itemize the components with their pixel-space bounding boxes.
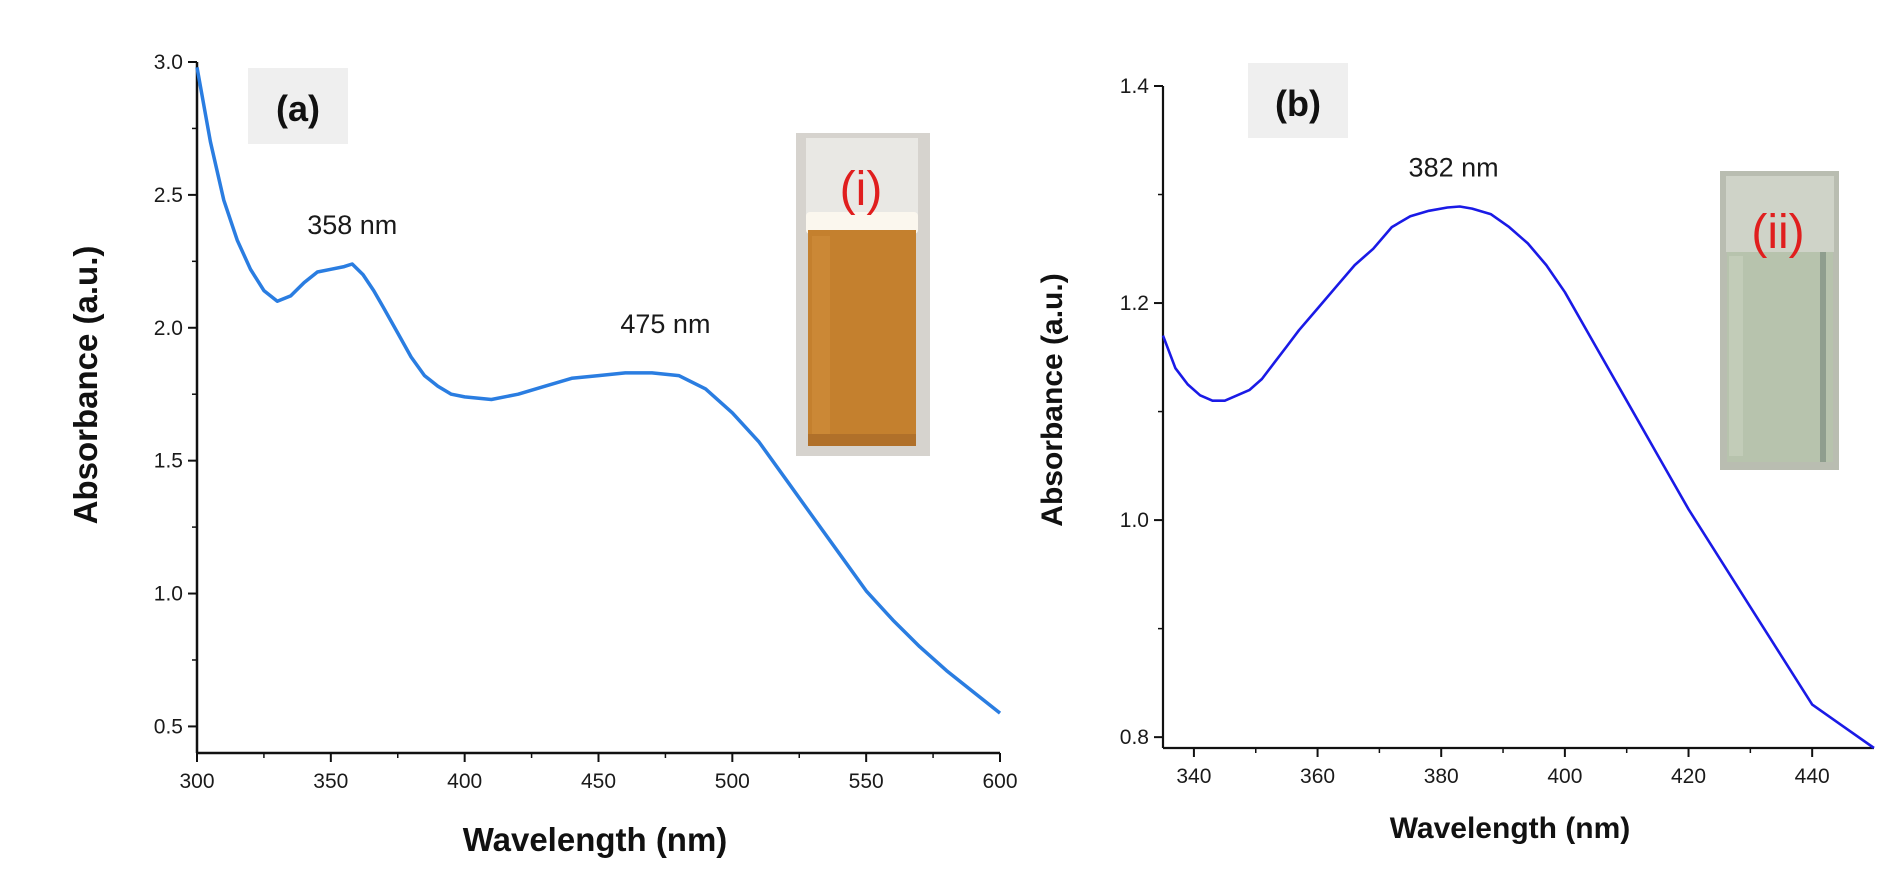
x-tick-label-b: 440 bbox=[1795, 765, 1830, 788]
y-tick-label-a: 2.0 bbox=[154, 317, 183, 340]
x-tick-label-a: 350 bbox=[313, 770, 348, 793]
series-line-a bbox=[195, 66, 1002, 715]
panel-a-tag: (a) bbox=[276, 88, 320, 129]
cuvette-inset-a bbox=[796, 133, 930, 456]
x-tick-label-a: 600 bbox=[982, 770, 1017, 793]
y-tick-label-b: 1.4 bbox=[1120, 75, 1150, 98]
panel-b: (b) (ii) 340 360 380 400 420 4400.81.01.21.4 … bbox=[1036, 63, 1875, 845]
x-axis-title-b: Wavelength (nm) bbox=[1390, 812, 1631, 845]
x-tick-label-a: 450 bbox=[581, 770, 616, 793]
x-tick-label-a: 550 bbox=[849, 770, 884, 793]
y-axis-title-a: Absorbance (a.u.) bbox=[67, 246, 104, 525]
panel-b-tag: (b) bbox=[1275, 83, 1321, 124]
x-tick-label-b: 360 bbox=[1300, 765, 1335, 788]
panel-a: (a) (i) 300 350 400 450 500 550 600 0.5 1.0 1.5 2.… bbox=[67, 51, 1018, 858]
x-tick-label-a: 300 bbox=[179, 770, 214, 793]
y-tick-label-a: 1.5 bbox=[154, 450, 183, 473]
y-tick-label-a: 2.5 bbox=[154, 184, 183, 207]
x-tick-label-b: 400 bbox=[1547, 765, 1582, 788]
x-tick-label-b: 340 bbox=[1176, 765, 1211, 788]
y-tick-label-b: 1.2 bbox=[1120, 292, 1149, 315]
y-tick-label-a: 3.0 bbox=[154, 51, 183, 74]
axes-a: 300 350 400 450 500 550 600 0.5 1.0 1.5 2.0 2.5 3.0 bbox=[154, 51, 1018, 793]
x-tick-label-b: 420 bbox=[1671, 765, 1706, 788]
y-axis-title-b: Absorbance (a.u.) bbox=[1036, 273, 1069, 526]
inset-b-tag: (ii) bbox=[1751, 206, 1804, 259]
panel-b-tag-box bbox=[1248, 63, 1348, 138]
y-tick-label-b: 0.8 bbox=[1120, 726, 1149, 749]
y-tick-label-b: 1.0 bbox=[1120, 509, 1149, 532]
axes-b: 340 360 380 400 420 440 0.8 1.0 1.2 1.4 bbox=[1120, 75, 1874, 788]
cuvette-inset-b bbox=[1720, 171, 1839, 470]
peak-label-382: 382 nm bbox=[1409, 152, 1499, 182]
y-tick-label-a: 0.5 bbox=[154, 715, 183, 738]
peak-label-475: 475 nm bbox=[620, 309, 710, 339]
series-line-b bbox=[1161, 205, 1875, 750]
peak-label-358: 358 nm bbox=[307, 210, 397, 240]
x-tick-label-b: 380 bbox=[1424, 765, 1459, 788]
x-tick-label-a: 500 bbox=[715, 770, 750, 793]
inset-a-tag: (i) bbox=[840, 163, 883, 216]
x-axis-title-a: Wavelength (nm) bbox=[463, 821, 728, 858]
y-tick-label-a: 1.0 bbox=[154, 583, 183, 606]
x-tick-label-a: 400 bbox=[447, 770, 482, 793]
panel-a-tag-box bbox=[248, 68, 348, 144]
